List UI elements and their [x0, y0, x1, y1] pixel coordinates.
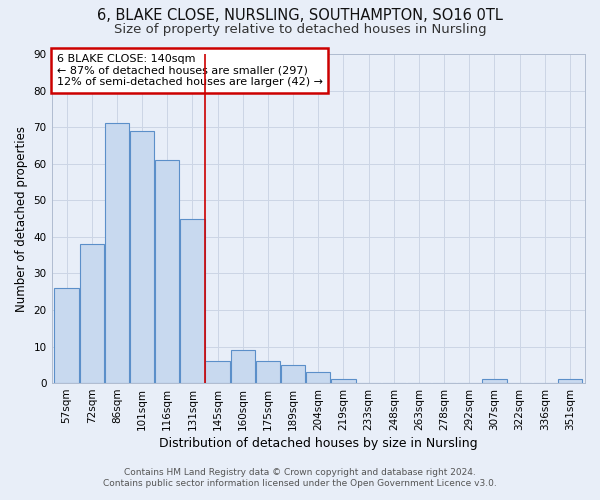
Bar — [155, 160, 179, 383]
Bar — [306, 372, 331, 383]
Bar — [281, 365, 305, 383]
Bar — [55, 288, 79, 383]
Bar — [256, 361, 280, 383]
Bar — [205, 361, 230, 383]
Bar — [482, 380, 506, 383]
X-axis label: Distribution of detached houses by size in Nursling: Distribution of detached houses by size … — [159, 437, 478, 450]
Y-axis label: Number of detached properties: Number of detached properties — [15, 126, 28, 312]
Bar — [130, 131, 154, 383]
Bar — [230, 350, 255, 383]
Text: Contains HM Land Registry data © Crown copyright and database right 2024.
Contai: Contains HM Land Registry data © Crown c… — [103, 468, 497, 487]
Text: 6 BLAKE CLOSE: 140sqm
← 87% of detached houses are smaller (297)
12% of semi-det: 6 BLAKE CLOSE: 140sqm ← 87% of detached … — [57, 54, 323, 87]
Bar — [180, 218, 205, 383]
Text: 6, BLAKE CLOSE, NURSLING, SOUTHAMPTON, SO16 0TL: 6, BLAKE CLOSE, NURSLING, SOUTHAMPTON, S… — [97, 8, 503, 22]
Bar — [331, 380, 356, 383]
Text: Size of property relative to detached houses in Nursling: Size of property relative to detached ho… — [113, 22, 487, 36]
Bar — [105, 124, 129, 383]
Bar — [80, 244, 104, 383]
Bar — [557, 380, 582, 383]
